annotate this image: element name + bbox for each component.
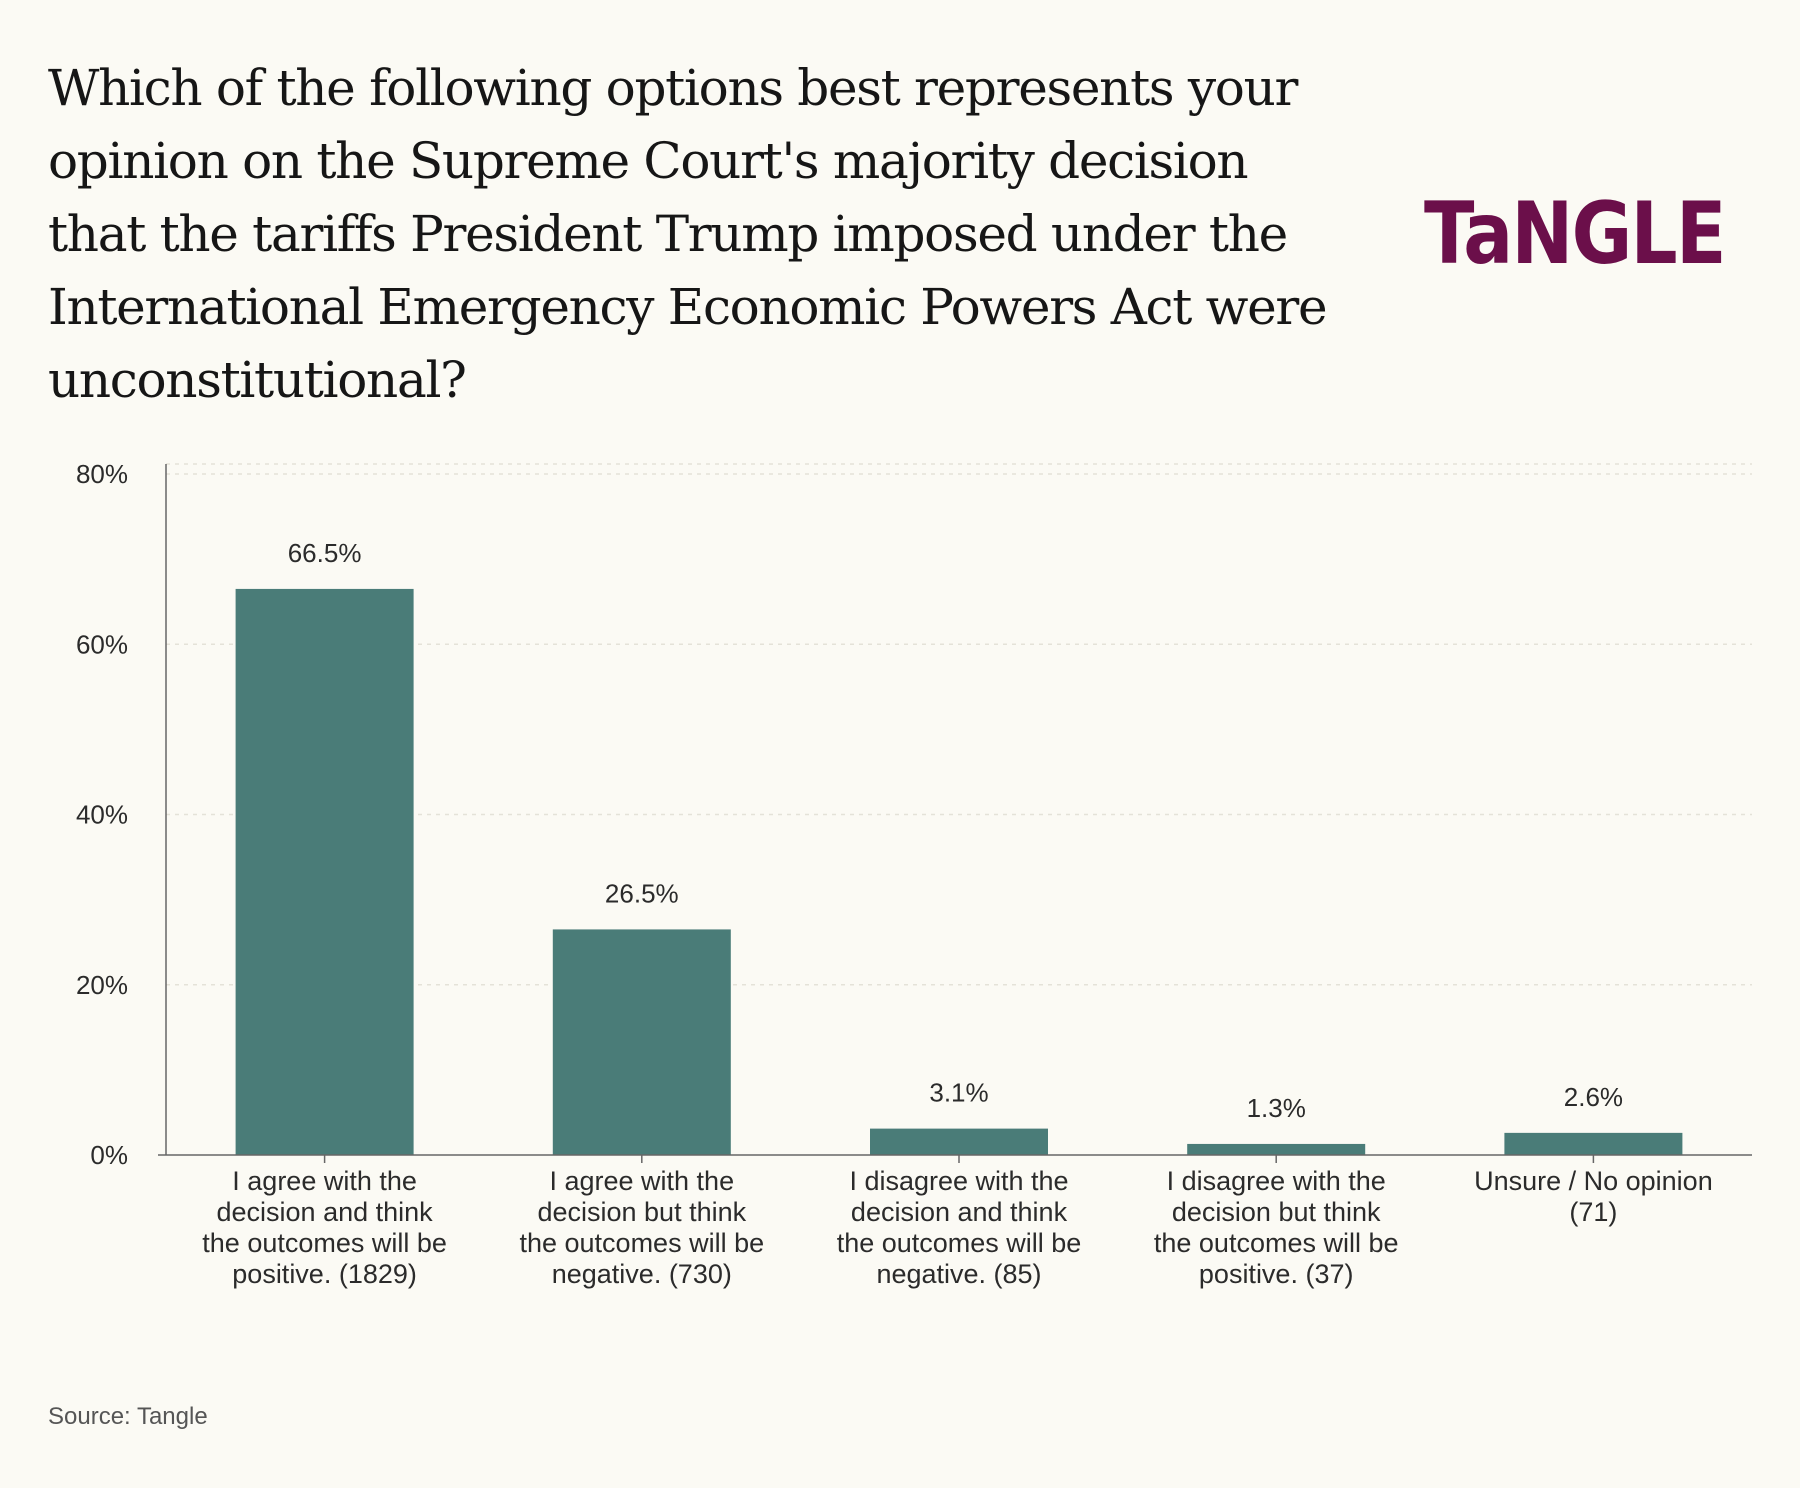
chart-title: Which of the following options best repr…: [48, 59, 1328, 409]
x-tick-label: positive. (37): [1199, 1259, 1354, 1289]
x-tick-label: I agree with the: [549, 1166, 734, 1196]
x-tick-label: negative. (85): [876, 1259, 1041, 1289]
x-tick-label: I disagree with the: [1167, 1166, 1386, 1196]
y-tick-label: 60%: [76, 629, 128, 659]
tangle-logo: TaNGLE: [1424, 184, 1726, 284]
x-tick-label: decision and think: [851, 1197, 1068, 1227]
x-tick-label: the outcomes will be: [837, 1228, 1082, 1258]
x-tick-label: decision but think: [1172, 1197, 1381, 1227]
y-tick-label: 80%: [76, 459, 128, 489]
x-tick-label: Unsure / No opinion: [1474, 1166, 1713, 1196]
bar: [1504, 1132, 1683, 1155]
x-tick-label: decision but think: [537, 1197, 746, 1227]
bar: [552, 929, 731, 1155]
x-tick-label: the outcomes will be: [202, 1228, 447, 1258]
source-note: Source: Tangle: [48, 1403, 208, 1430]
x-tick-label: I disagree with the: [849, 1166, 1068, 1196]
x-tick-label: the outcomes will be: [1154, 1228, 1399, 1258]
data-label: 3.1%: [929, 1078, 988, 1108]
x-tick-label: (71): [1569, 1197, 1617, 1227]
bar-chart: 0%20%40%60%80%66.5%I agree with thedecis…: [76, 459, 1752, 1289]
data-label: 2.6%: [1564, 1082, 1623, 1112]
x-tick-label: positive. (1829): [232, 1259, 417, 1289]
bar: [1187, 1143, 1366, 1155]
data-label: 26.5%: [605, 878, 679, 908]
x-tick-label: the outcomes will be: [519, 1228, 764, 1258]
y-tick-label: 40%: [76, 800, 128, 830]
y-tick-label: 0%: [90, 1140, 128, 1170]
x-tick-label: decision and think: [217, 1197, 434, 1227]
y-tick-label: 20%: [76, 970, 128, 1000]
data-label: 1.3%: [1247, 1093, 1306, 1123]
data-label: 66.5%: [288, 538, 362, 568]
bar: [870, 1128, 1048, 1155]
bar: [235, 588, 414, 1155]
x-tick-label: negative. (730): [552, 1259, 732, 1289]
x-tick-label: I agree with the: [232, 1166, 417, 1196]
